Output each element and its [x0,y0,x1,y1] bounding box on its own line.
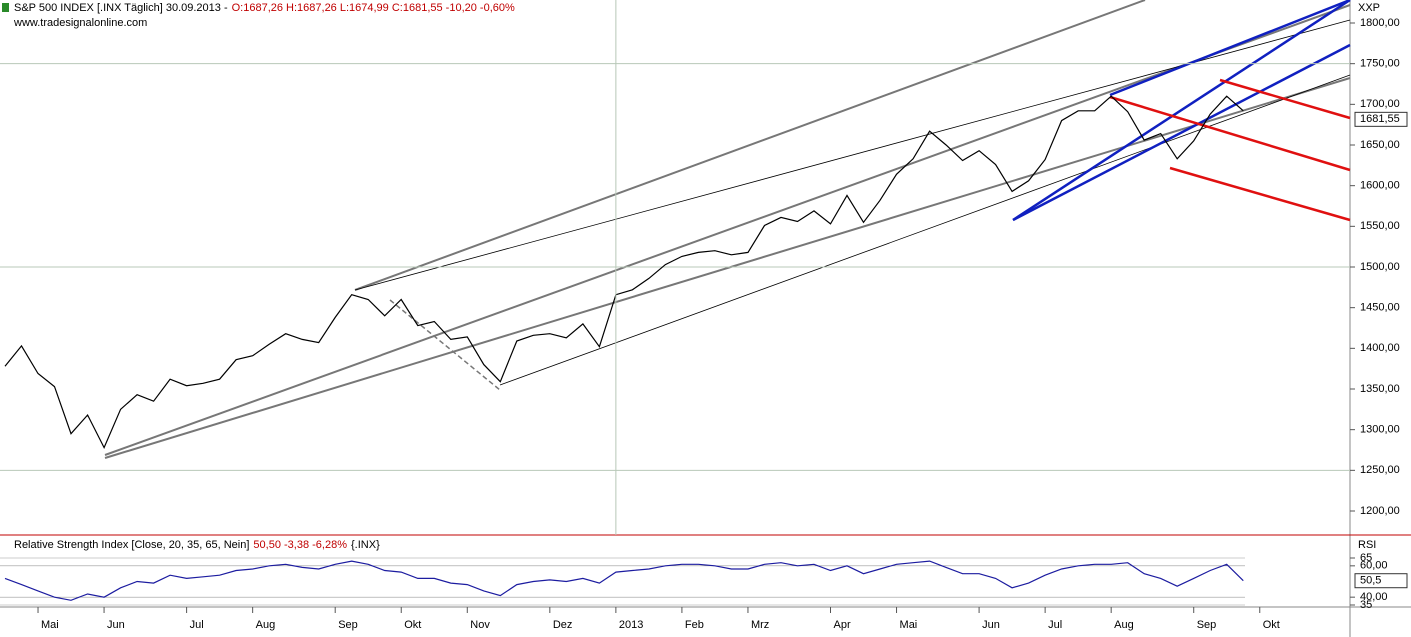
trend-line [104,77,1351,459]
symbol: {.INX} [351,539,380,551]
trend-lines [104,0,1351,459]
trend-line [1109,0,1351,97]
last-value-label: 1681,55 [1360,113,1400,125]
series-line [4,95,1244,450]
trend-line [1169,166,1351,222]
x-tick-label: Aug [1114,619,1134,631]
y-tick-label: 1400,00 [1360,342,1400,354]
trend-line [1109,95,1351,172]
x-tick-label: Mai [900,619,918,631]
y-tick-label: 1300,00 [1360,424,1400,436]
axis-label: XXP [1358,2,1380,14]
y-tick-label: 40,00 [1360,591,1388,603]
x-tick-label: Dez [553,619,573,631]
y-tick-label: 1800,00 [1360,17,1400,29]
x-tick-label: Jun [107,619,125,631]
y-tick-label: 65 [1360,552,1372,564]
quote: O:1687,26 H:1687,26 L:1674,99 C:1681,55 … [232,2,515,14]
last-value-box [1354,111,1408,127]
x-tick-label: Jun [982,619,1000,631]
last-value-label: 50,5 [1360,575,1381,587]
x-tick-label: Nov [470,619,490,631]
y-tick-label: 60,00 [1360,560,1388,572]
y-tick-label: 1350,00 [1360,383,1400,395]
x-tick-label: Sep [1197,619,1217,631]
trend-line [1012,43,1351,222]
trend-line [1219,78,1351,120]
x-tick-label: Jul [1048,619,1062,631]
x-tick-label: Okt [1263,619,1280,631]
source: www.tradesignalonline.com [13,17,147,29]
y-tick-label: 1550,00 [1360,220,1400,232]
axis-label: RSI [1358,539,1376,551]
y-tick-label: 1750,00 [1360,58,1400,70]
x-tick-label: Apr [834,619,851,631]
series-line [4,560,1244,601]
x-tick-label: Mai [41,619,59,631]
x-tick-label: Mrz [751,619,769,631]
trend-line [354,0,1146,291]
y-tick-label: 1500,00 [1360,261,1400,273]
y-tick-label: 1600,00 [1360,180,1400,192]
last-value-box [1354,573,1408,589]
x-tick-label: Jul [190,619,204,631]
chart-title: S&P 500 INDEX [.INX Täglich] 30.09.2013 … [14,2,228,14]
icon [2,3,9,12]
y-tick-label: 1650,00 [1360,139,1400,151]
chart-title: Relative Strength Index [Close, 20, 35, … [14,539,249,551]
trend-line [104,4,1351,456]
y-tick-label: 1250,00 [1360,464,1400,476]
y-tick-label: 1450,00 [1360,302,1400,314]
x-tick-label: Okt [404,619,421,631]
y-tick-label: 35 [1360,599,1372,611]
x-tick-label: Feb [685,619,704,631]
y-tick-label: 1200,00 [1360,505,1400,517]
x-tick-label: 2013 [619,619,643,631]
x-tick-label: Aug [256,619,276,631]
y-tick-label: 1700,00 [1360,98,1400,110]
trend-line [1012,0,1351,222]
quote: 50,50 -3,38 -6,28% [253,539,347,551]
x-tick-label: Sep [338,619,358,631]
